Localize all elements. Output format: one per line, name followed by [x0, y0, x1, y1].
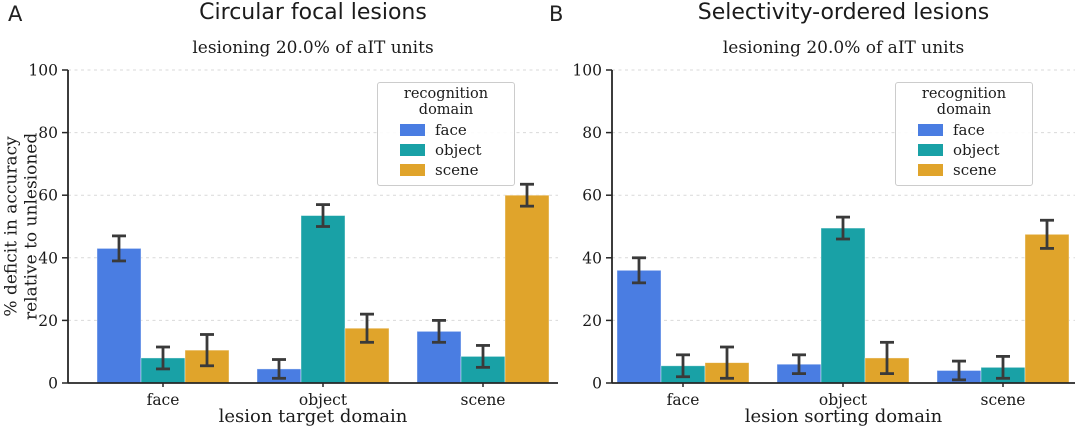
- x-tick-label: object: [819, 391, 868, 409]
- y-tick-label: 40: [38, 249, 58, 267]
- panel-a-xaxis-label: lesion target domain: [218, 406, 408, 427]
- panel-b-label: B: [549, 2, 564, 26]
- y-tick-label: 0: [592, 375, 602, 393]
- y-tick-label: 80: [38, 124, 58, 142]
- y-tick-label: 40: [582, 249, 602, 267]
- panel-b-xaxis-label: lesion sorting domain: [744, 406, 943, 427]
- legend-item-scene: scene: [384, 160, 508, 180]
- bar-B-scene-scene: [1024, 233, 1070, 384]
- x-tick-label: scene: [461, 391, 506, 409]
- panel-a-subtitle: lesioning 20.0% of aIT units: [192, 38, 434, 58]
- bar-A-scene-scene: [504, 194, 550, 384]
- y-tick-label: 20: [38, 312, 58, 330]
- panel-A-plot: 0 20 40 60 80 100 face object scene: [28, 62, 558, 409]
- y-tick-label: 100: [572, 62, 602, 80]
- y-axis-label-line2: relative to unlesioned: [22, 132, 42, 321]
- panel-B-plot: 0 20 40 60 80 100 face object scene: [572, 62, 1075, 409]
- panel-b-legend: recognition domain face object scene: [895, 82, 1033, 186]
- y-tick-label: 60: [38, 187, 58, 205]
- scene-color-swatch: [400, 164, 425, 176]
- object-color-swatch: [400, 144, 425, 156]
- legend-item-face: face: [902, 120, 1026, 140]
- panel-b-title: Selectivity-ordered lesions: [697, 0, 990, 25]
- legend-item-scene: scene: [902, 160, 1026, 180]
- y-axis-label-line1: % deficit in accuracy: [1, 136, 22, 317]
- legend-label: scene: [435, 161, 479, 179]
- y-tick-label: 60: [582, 187, 602, 205]
- scene-color-swatch: [918, 164, 943, 176]
- legend-label: scene: [953, 161, 997, 179]
- x-tick-label: face: [147, 391, 180, 409]
- legend-item-object: object: [902, 140, 1026, 160]
- x-tick-label: scene: [981, 391, 1026, 409]
- object-color-swatch: [918, 144, 943, 156]
- y-tick-label: 100: [28, 62, 58, 80]
- x-tick-label: face: [667, 391, 700, 409]
- legend-item-object: object: [384, 140, 508, 160]
- legend-label: face: [953, 121, 985, 139]
- legend-label: face: [435, 121, 467, 139]
- legend-title: recognition domain: [403, 86, 489, 118]
- y-tick-label: 20: [582, 312, 602, 330]
- y-tick-label: 80: [582, 124, 602, 142]
- legend-title: recognition domain: [921, 86, 1007, 118]
- bar-A-object-object: [300, 215, 346, 384]
- y-tick-label: 0: [48, 375, 58, 393]
- y-axis-label: % deficit in accuracy relative to unlesi…: [2, 66, 43, 386]
- legend-label: object: [435, 141, 482, 159]
- face-color-swatch: [918, 124, 943, 136]
- legend-item-face: face: [384, 120, 508, 140]
- face-color-swatch: [400, 124, 425, 136]
- legend-label: object: [953, 141, 1000, 159]
- bar-B-object-object: [820, 227, 866, 384]
- x-tick-label: object: [299, 391, 348, 409]
- panel-a-title: Circular focal lesions: [199, 0, 427, 25]
- bar-A-face-face: [96, 248, 142, 384]
- bar-B-face-face: [616, 269, 662, 384]
- panel-a-legend: recognition domain face object scene: [377, 82, 515, 186]
- panel-a-label: A: [8, 2, 23, 26]
- panel-b-subtitle: lesioning 20.0% of aIT units: [722, 38, 965, 58]
